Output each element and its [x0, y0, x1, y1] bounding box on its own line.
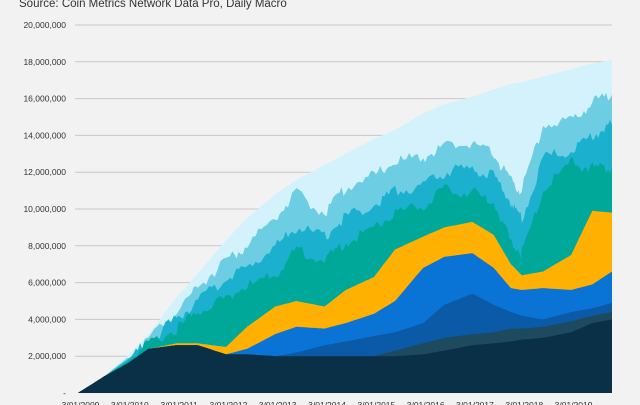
area-series-1 — [78, 319, 612, 393]
y-tick-label: 10,000,000 — [23, 204, 66, 214]
x-tick-label: 3/01/2009 — [62, 400, 100, 405]
x-tick-label: 3/01/2018 — [505, 400, 543, 405]
y-tick-label: 20,000,000 — [23, 20, 66, 30]
y-tick-label: 8,000,000 — [28, 241, 66, 251]
x-tick-label: 3/01/2011 — [161, 400, 198, 405]
x-tick-label: 3/01/2017 — [456, 400, 494, 405]
x-tick-label: 3/01/2013 — [259, 400, 297, 405]
x-tick-label: 3/01/2010 — [111, 400, 149, 405]
y-tick-label: 4,000,000 — [28, 314, 66, 324]
x-axis-ticks: 3/01/2009 3/01/2010 3/01/2011 3/01/2012 3/01… — [62, 400, 593, 405]
y-tick-label: 12,000,000 — [23, 167, 66, 177]
x-tick-label: 3/01/2012 — [210, 400, 248, 405]
y-axis-ticks: - 2,000,000 4,000,000 6,000,000 8,000,000 10,… — [23, 20, 66, 398]
y-tick-label: 16,000,000 — [23, 94, 66, 104]
y-tick-label: - — [63, 388, 66, 398]
chart-source-title: Source: Coin Metrics Network Data Pro, D… — [19, 0, 287, 10]
y-tick-label: 14,000,000 — [23, 130, 66, 140]
x-tick-label: 3/01/2014 — [308, 400, 346, 405]
y-tick-label: 18,000,000 — [23, 57, 66, 67]
area-series — [78, 60, 612, 394]
x-tick-label: 3/01/2019 — [555, 400, 593, 405]
x-tick-label: 3/01/2015 — [357, 400, 395, 405]
y-tick-label: 6,000,000 — [28, 278, 66, 288]
y-tick-label: 2,000,000 — [28, 351, 66, 361]
x-tick-label: 3/01/2016 — [407, 400, 445, 405]
